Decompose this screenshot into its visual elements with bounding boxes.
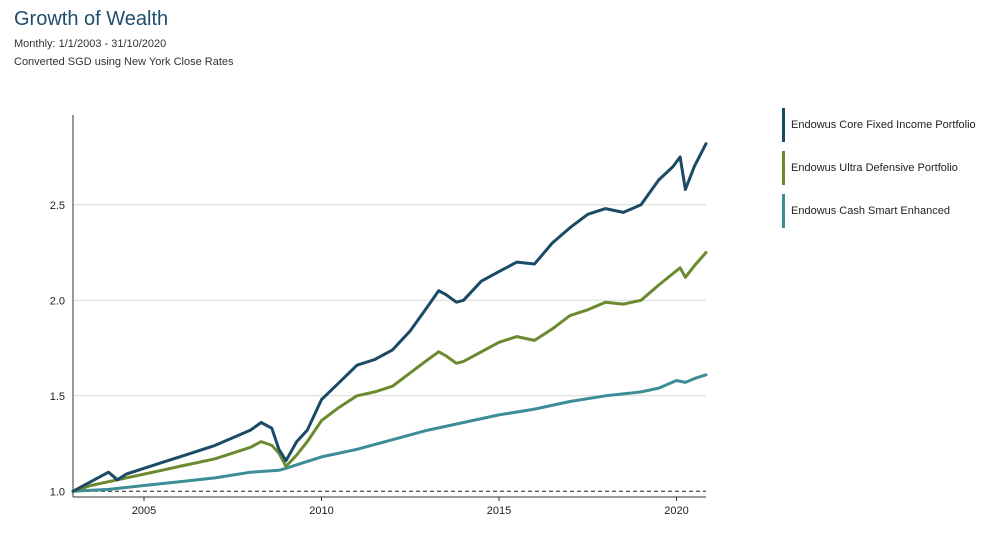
legend-label-ultra: Endowus Ultra Defensive Portfolio — [791, 162, 958, 174]
legend-label-core: Endowus Core Fixed Income Portfolio — [791, 119, 976, 131]
x-tick-label-2: 2015 — [487, 505, 511, 517]
legend-item-cash[interactable]: Endowus Cash Smart Enhanced — [782, 194, 987, 228]
grid-layer — [73, 204, 706, 492]
legend-item-ultra[interactable]: Endowus Ultra Defensive Portfolio — [782, 151, 987, 185]
series-line-ultra — [71, 251, 708, 493]
date-range-subtitle: Monthly: 1/1/2003 - 31/10/2020 — [14, 38, 167, 50]
legend-swatch-core — [782, 108, 785, 142]
y-tick-label-2: 2.0 — [50, 295, 65, 307]
chart-title: Growth of Wealth — [14, 8, 169, 30]
axis-layer — [72, 115, 706, 501]
legend-swatch-cash — [782, 194, 785, 228]
x-tick-label-0: 2005 — [132, 505, 156, 517]
y-tick-label-0: 1.0 — [50, 486, 65, 498]
x-tick-label-1: 2010 — [309, 505, 333, 517]
x-tick-label-3: 2020 — [664, 505, 688, 517]
currency-note: Converted SGD using New York Close Rates — [14, 56, 234, 68]
legend: Endowus Core Fixed Income Portfolio Endo… — [782, 108, 987, 237]
series-layer — [71, 142, 708, 493]
y-tick-label-1: 1.5 — [50, 391, 65, 403]
series-line-core — [71, 142, 708, 493]
legend-label-cash: Endowus Cash Smart Enhanced — [791, 205, 950, 217]
tick-layer: 1.0 1.5 2.0 2.5 2005 2010 2015 2020 — [50, 200, 689, 517]
y-tick-label-3: 2.5 — [50, 200, 65, 212]
series-line-cash — [71, 373, 708, 493]
legend-item-core[interactable]: Endowus Core Fixed Income Portfolio — [782, 108, 987, 142]
legend-swatch-ultra — [782, 151, 785, 185]
